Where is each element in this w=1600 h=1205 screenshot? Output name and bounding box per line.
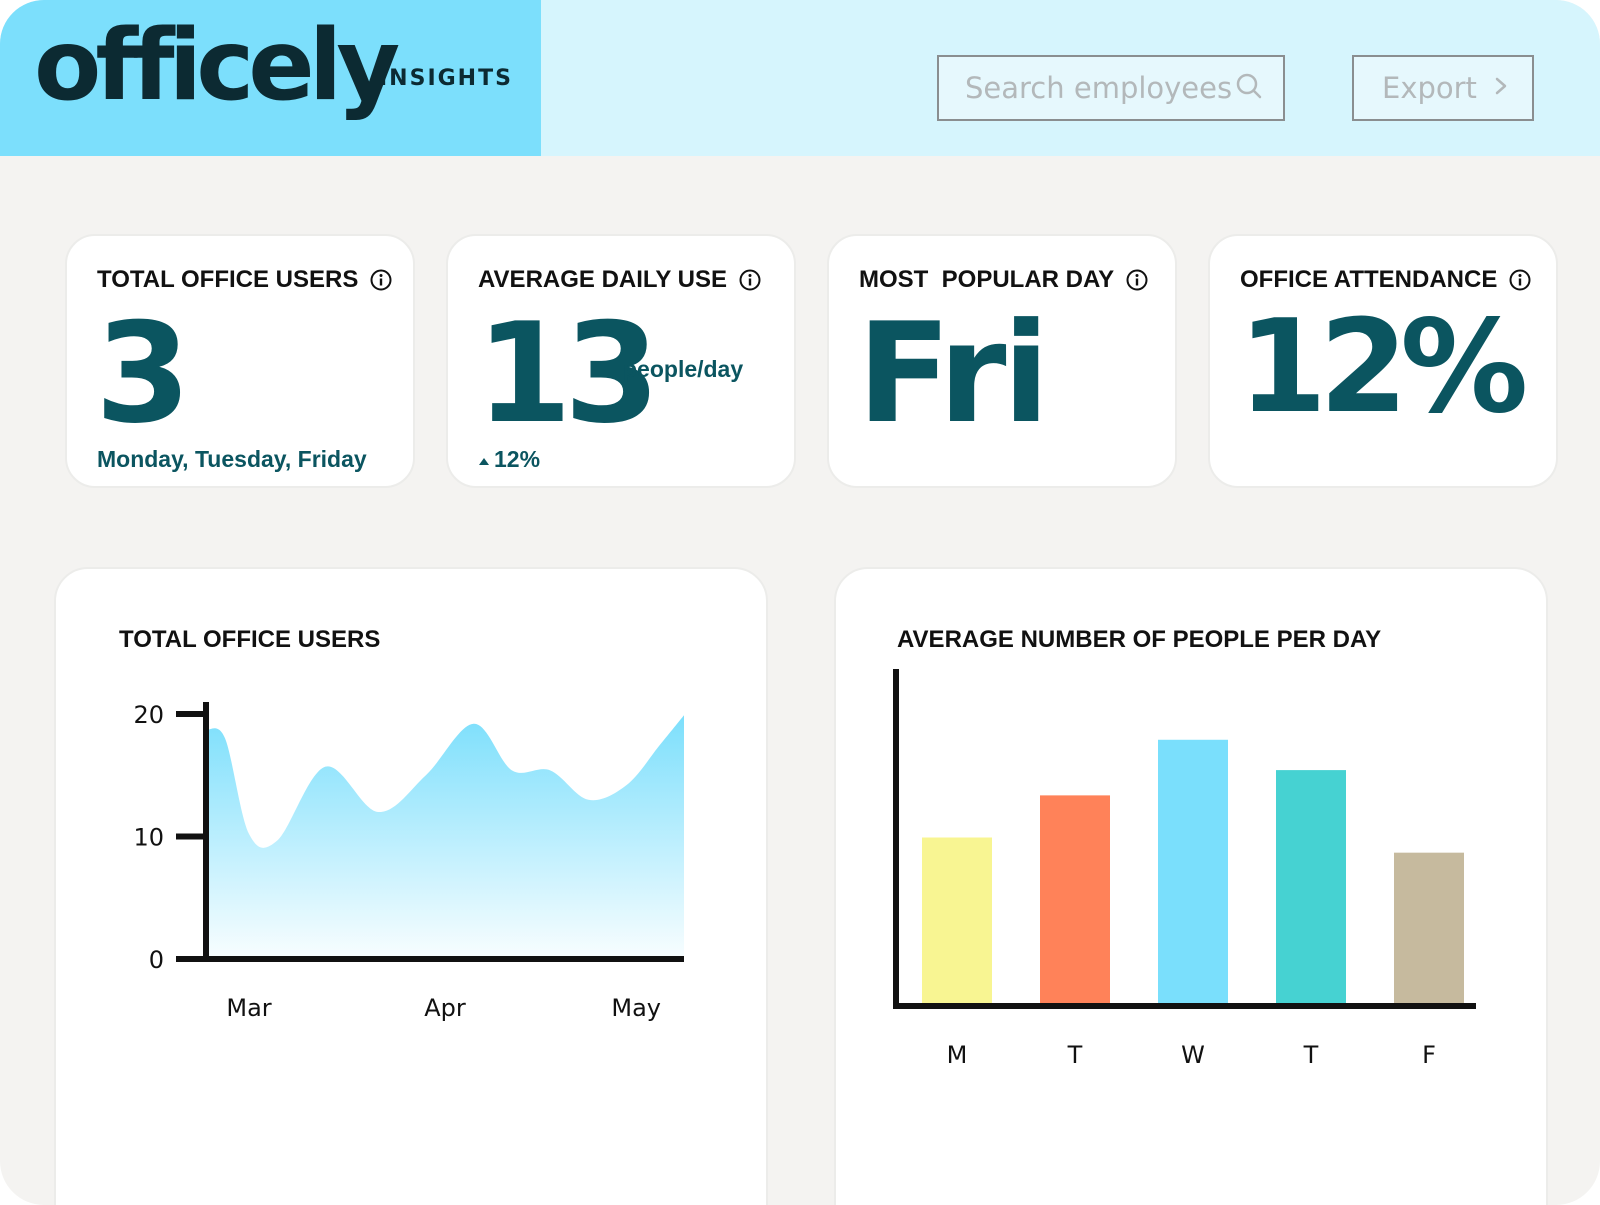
y-tick-label: 10 — [133, 824, 164, 852]
stat-value: Fri — [857, 293, 1050, 454]
x-tick-label: F — [1422, 1041, 1436, 1069]
x-tick-label: T — [1303, 1041, 1319, 1069]
stat-title: TOTAL OFFICE USERS — [97, 266, 392, 294]
top-header: officely INSIGHTS Search employees Expor… — [0, 0, 1600, 156]
insights-label: INSIGHTS — [379, 66, 513, 91]
stat-delta-value: 12% — [494, 446, 541, 472]
average-people-per-day-chart-panel: AVERAGE NUMBER OF PEOPLE PER DAY M T W T F — [834, 567, 1548, 1205]
chart-title: AVERAGE NUMBER OF PEOPLE PER DAY — [897, 626, 1382, 653]
x-tick-label: M — [947, 1041, 968, 1069]
stat-value: 12% — [1238, 293, 1528, 442]
stat-title: MOST POPULAR DAY — [859, 266, 1148, 294]
export-button[interactable]: Export — [1352, 55, 1534, 121]
bar-2 — [1158, 739, 1228, 1006]
info-icon[interactable] — [1509, 269, 1531, 291]
chevron-right-icon — [1494, 76, 1508, 101]
stat-title: OFFICE ATTENDANCE — [1240, 266, 1531, 294]
info-icon[interactable] — [739, 269, 761, 291]
stat-card-office-attendance: OFFICE ATTENDANCE 12% — [1208, 234, 1558, 488]
x-tick-label: Mar — [226, 994, 271, 1022]
total-office-users-chart-panel: TOTAL OFFICE USERS 0 10 20 Mar Apr May — [54, 567, 768, 1205]
brand-block: officely INSIGHTS — [0, 0, 541, 156]
stat-value: 13 — [476, 293, 660, 454]
stat-delta: 12% — [478, 446, 540, 473]
caret-up-icon — [478, 446, 490, 473]
y-tick-label: 20 — [133, 701, 164, 729]
bar-4 — [1394, 852, 1464, 1006]
area-chart: 0 10 20 Mar Apr May — [133, 701, 684, 1022]
stat-card-most-popular-day: MOST POPULAR DAY Fri — [827, 234, 1177, 488]
export-label: Export — [1382, 71, 1477, 105]
chart-title: TOTAL OFFICE USERS — [119, 626, 381, 653]
area-series — [206, 715, 684, 959]
stat-title: AVERAGE DAILY USE — [478, 266, 761, 294]
info-icon[interactable] — [1126, 269, 1148, 291]
search-employees-input[interactable]: Search employees — [937, 55, 1285, 121]
stat-unit: people/day — [623, 356, 744, 382]
stat-value: 3 — [95, 293, 191, 454]
x-tick-label: May — [611, 994, 661, 1022]
x-tick-label: Apr — [424, 994, 466, 1022]
search-icon[interactable] — [1235, 72, 1263, 105]
stat-card-average-daily-use: AVERAGE DAILY USE 13 people/day 12% — [446, 234, 796, 488]
search-placeholder: Search employees — [965, 71, 1233, 105]
officely-logo[interactable]: officely — [34, 9, 400, 123]
stat-card-total-office-users: TOTAL OFFICE USERS 3 Monday, Tuesday, Fr… — [65, 234, 415, 488]
info-icon[interactable] — [370, 269, 392, 291]
x-tick-label: W — [1181, 1041, 1205, 1069]
stat-title-text: TOTAL OFFICE USERS — [97, 266, 359, 293]
bar-3 — [1276, 770, 1346, 1006]
stat-subtext: Monday, Tuesday, Friday — [97, 446, 367, 472]
bar-1 — [1040, 795, 1110, 1006]
y-tick-label: 0 — [149, 946, 164, 974]
bar-0 — [922, 837, 992, 1006]
x-tick-label: T — [1067, 1041, 1083, 1069]
stat-title-text: MOST POPULAR DAY — [859, 266, 1115, 293]
stat-title-text: AVERAGE DAILY USE — [478, 266, 727, 293]
stat-title-text: OFFICE ATTENDANCE — [1240, 266, 1498, 293]
